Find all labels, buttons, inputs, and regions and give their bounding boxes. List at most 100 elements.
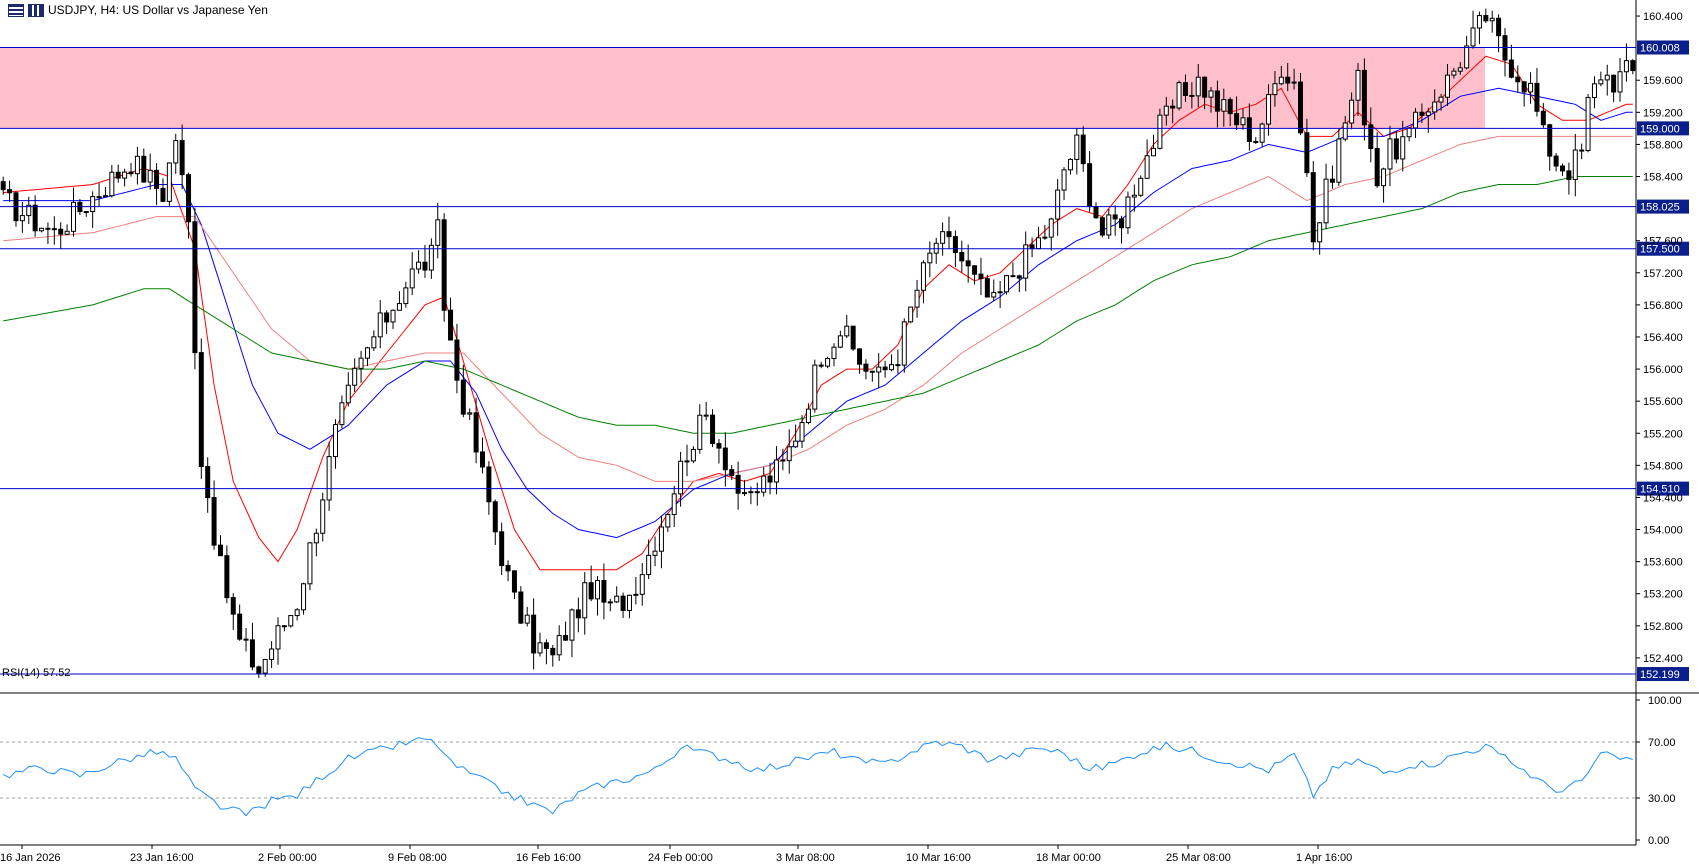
candle bbox=[869, 370, 875, 382]
candle-body bbox=[256, 666, 262, 674]
bars-chart-icon[interactable] bbox=[28, 3, 44, 17]
candle-body bbox=[1138, 177, 1144, 196]
candle bbox=[147, 153, 153, 190]
candle-body bbox=[454, 339, 460, 381]
candle-body bbox=[1131, 194, 1137, 198]
candle-body bbox=[1323, 178, 1329, 224]
candle bbox=[1361, 58, 1367, 141]
candle bbox=[595, 576, 601, 616]
candle bbox=[658, 515, 664, 569]
candle-body bbox=[1521, 81, 1527, 93]
candle bbox=[1496, 14, 1502, 53]
candle bbox=[1489, 10, 1495, 33]
candle bbox=[115, 164, 121, 183]
candle bbox=[269, 641, 275, 668]
candle bbox=[499, 522, 505, 576]
candle bbox=[1521, 81, 1527, 107]
candle-body bbox=[1221, 99, 1227, 112]
candle-body bbox=[249, 639, 255, 668]
candle bbox=[345, 372, 351, 407]
candle bbox=[128, 162, 134, 177]
time-tick-label: 1 Apr 16:00 bbox=[1296, 852, 1352, 864]
candle-body bbox=[128, 171, 134, 175]
candle-body bbox=[1528, 82, 1534, 93]
level-label: 160.008 bbox=[1640, 42, 1680, 54]
candle-body bbox=[857, 348, 863, 365]
candle-body bbox=[722, 447, 728, 471]
candle bbox=[588, 565, 594, 602]
candle bbox=[281, 625, 287, 632]
candle bbox=[217, 535, 223, 557]
candle bbox=[626, 594, 632, 619]
candle-body bbox=[1368, 124, 1374, 149]
candle-body bbox=[639, 574, 645, 595]
candle bbox=[1163, 96, 1169, 126]
candle bbox=[1042, 225, 1048, 240]
candle bbox=[237, 604, 243, 641]
candle bbox=[984, 274, 990, 298]
candle-body bbox=[582, 582, 588, 619]
candle-body bbox=[1374, 147, 1380, 187]
candle-body bbox=[703, 414, 709, 417]
candle bbox=[652, 536, 658, 567]
candle bbox=[460, 364, 466, 418]
candle-body bbox=[1611, 74, 1617, 93]
price-tick-label: 153.600 bbox=[1643, 557, 1683, 569]
candle bbox=[1368, 107, 1374, 163]
candle bbox=[1381, 167, 1387, 203]
candle-body bbox=[1598, 79, 1604, 85]
candle-body bbox=[863, 363, 869, 372]
candle bbox=[684, 444, 690, 477]
candle-body bbox=[428, 244, 434, 271]
candle bbox=[32, 195, 38, 237]
candle bbox=[556, 625, 562, 661]
candle-body bbox=[243, 638, 249, 641]
candle-body bbox=[946, 231, 952, 238]
candle-body bbox=[1591, 83, 1597, 99]
time-tick-label: 25 Mar 08:00 bbox=[1166, 852, 1231, 864]
candle-body bbox=[742, 492, 748, 495]
candle bbox=[70, 187, 76, 237]
candle-body bbox=[671, 493, 677, 515]
candle bbox=[1195, 64, 1201, 108]
candle bbox=[1560, 163, 1566, 176]
price-tick-label: 154.000 bbox=[1643, 525, 1683, 537]
candle-body bbox=[1259, 123, 1265, 143]
candle bbox=[166, 162, 172, 206]
candle-body bbox=[665, 513, 671, 528]
candle-body bbox=[1202, 76, 1208, 98]
candle-body bbox=[390, 309, 396, 323]
candle bbox=[384, 310, 390, 334]
candle-body bbox=[441, 219, 447, 311]
candle-body bbox=[646, 554, 652, 576]
candle bbox=[742, 480, 748, 497]
candle bbox=[1444, 64, 1450, 106]
candle-body bbox=[467, 412, 473, 415]
candle bbox=[1406, 127, 1412, 142]
price-tick-label: 159.200 bbox=[1643, 107, 1683, 119]
candle-body bbox=[1099, 217, 1105, 236]
candle bbox=[537, 632, 543, 657]
candle-body bbox=[147, 169, 153, 183]
candle-body bbox=[1067, 158, 1073, 171]
candle-body bbox=[1182, 82, 1188, 96]
candle-body bbox=[1214, 90, 1220, 112]
candle-body bbox=[1630, 60, 1636, 72]
candle bbox=[1617, 57, 1623, 102]
candle bbox=[1246, 103, 1252, 151]
candle bbox=[805, 403, 811, 425]
candle bbox=[1010, 262, 1016, 278]
candle bbox=[102, 187, 108, 198]
candle-body bbox=[435, 219, 441, 246]
candle-body bbox=[479, 451, 485, 468]
candle-body bbox=[1029, 244, 1035, 250]
candle-body bbox=[275, 625, 281, 650]
candle bbox=[1515, 65, 1521, 93]
candle-body bbox=[1048, 218, 1054, 238]
candle-body bbox=[678, 460, 684, 495]
menu-icon[interactable] bbox=[8, 3, 24, 17]
rsi-tick-label: 100.00 bbox=[1648, 695, 1682, 707]
candle-body bbox=[364, 347, 370, 359]
candle-body bbox=[543, 642, 549, 649]
